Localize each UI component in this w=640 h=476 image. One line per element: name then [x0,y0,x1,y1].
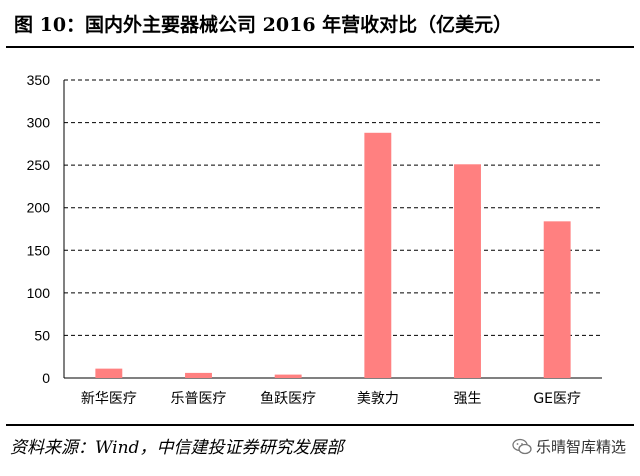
x-tick-label: GE医疗 [533,391,581,407]
y-tick-label: 50 [34,327,50,343]
y-tick-label: 0 [42,370,50,386]
chart-area: 0 50 100 150 200 250 300 350 新华医疗 乐普医疗 鱼跃医疗 美敦力 强生 GE… [0,50,640,424]
y-tick-label: 100 [27,285,51,301]
x-tick-label: 乐普医疗 [171,391,227,407]
bar [454,164,481,378]
title-divider [6,46,634,48]
y-tick-label: 250 [27,157,51,173]
x-tick-label: 新华医疗 [81,391,137,407]
bar [543,221,571,378]
y-tick-label: 300 [27,115,51,131]
watermark-text: 乐晴智库精选 [535,438,626,456]
y-tick-label: 200 [27,200,51,216]
title-bar: 图 10：国内外主要器械公司 2016 年营收对比（亿美元） [6,2,634,48]
bar-chart: 0 50 100 150 200 250 300 350 新华医疗 乐普医疗 鱼跃医疗 美敦力 强生 GE… [27,72,602,407]
x-tick-label: 美敦力 [357,391,399,407]
source-note: 资料来源：Wind，中信建投证券研究发展部 [10,438,344,458]
bar [274,374,302,378]
bar [364,132,392,378]
chart-title: 图 10：国内外主要器械公司 2016 年营收对比（亿美元） [14,14,513,36]
y-tick-label: 350 [27,72,51,88]
watermark: 乐晴智库精选 [512,436,626,457]
source-divider [6,424,634,426]
x-tick-label: 鱼跃医疗 [260,390,316,407]
bar [185,372,212,378]
y-tick-label: 150 [27,242,51,258]
x-tick-label: 强生 [454,391,482,407]
wechat-icon [512,438,532,454]
bar [95,368,123,378]
